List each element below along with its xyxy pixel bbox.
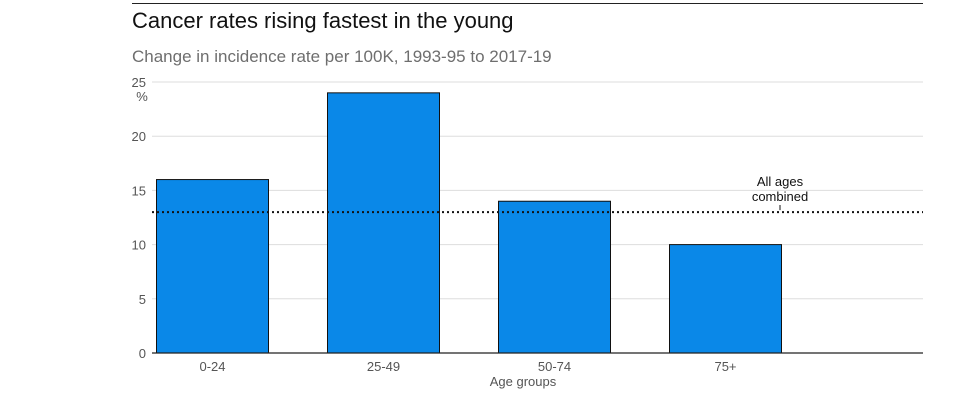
bar-0-24 bbox=[156, 179, 269, 354]
y-tick-label: 25 bbox=[132, 75, 146, 90]
y-tick-label: 5 bbox=[139, 292, 146, 307]
chart-subtitle: Change in incidence rate per 100K, 1993-… bbox=[132, 47, 552, 66]
reference-line-label: combined bbox=[752, 189, 808, 204]
bar-75+ bbox=[669, 244, 782, 354]
bar-50-74 bbox=[498, 200, 611, 354]
bar-25-49 bbox=[327, 92, 440, 354]
x-axis-title: Age groups bbox=[490, 374, 557, 389]
y-tick-label: 15 bbox=[132, 183, 146, 198]
y-tick-label: 10 bbox=[132, 238, 146, 253]
chart-title: Cancer rates rising fastest in the young bbox=[132, 8, 514, 33]
y-tick-label: 0 bbox=[139, 346, 146, 361]
y-axis-unit: % bbox=[136, 89, 148, 104]
top-rule bbox=[132, 3, 923, 4]
bars bbox=[156, 92, 782, 354]
x-tick-label: 25-49 bbox=[367, 359, 400, 374]
x-tick-label: 50-74 bbox=[538, 359, 571, 374]
x-tick-label: 75+ bbox=[714, 359, 736, 374]
y-tick-label: 20 bbox=[132, 129, 146, 144]
axes: 0 5 10 15 20 25% 0-24 25-49 50-74 75+ Age groups bbox=[132, 75, 923, 389]
reference-line-label: All ages bbox=[757, 174, 804, 189]
x-tick-label: 0-24 bbox=[199, 359, 225, 374]
